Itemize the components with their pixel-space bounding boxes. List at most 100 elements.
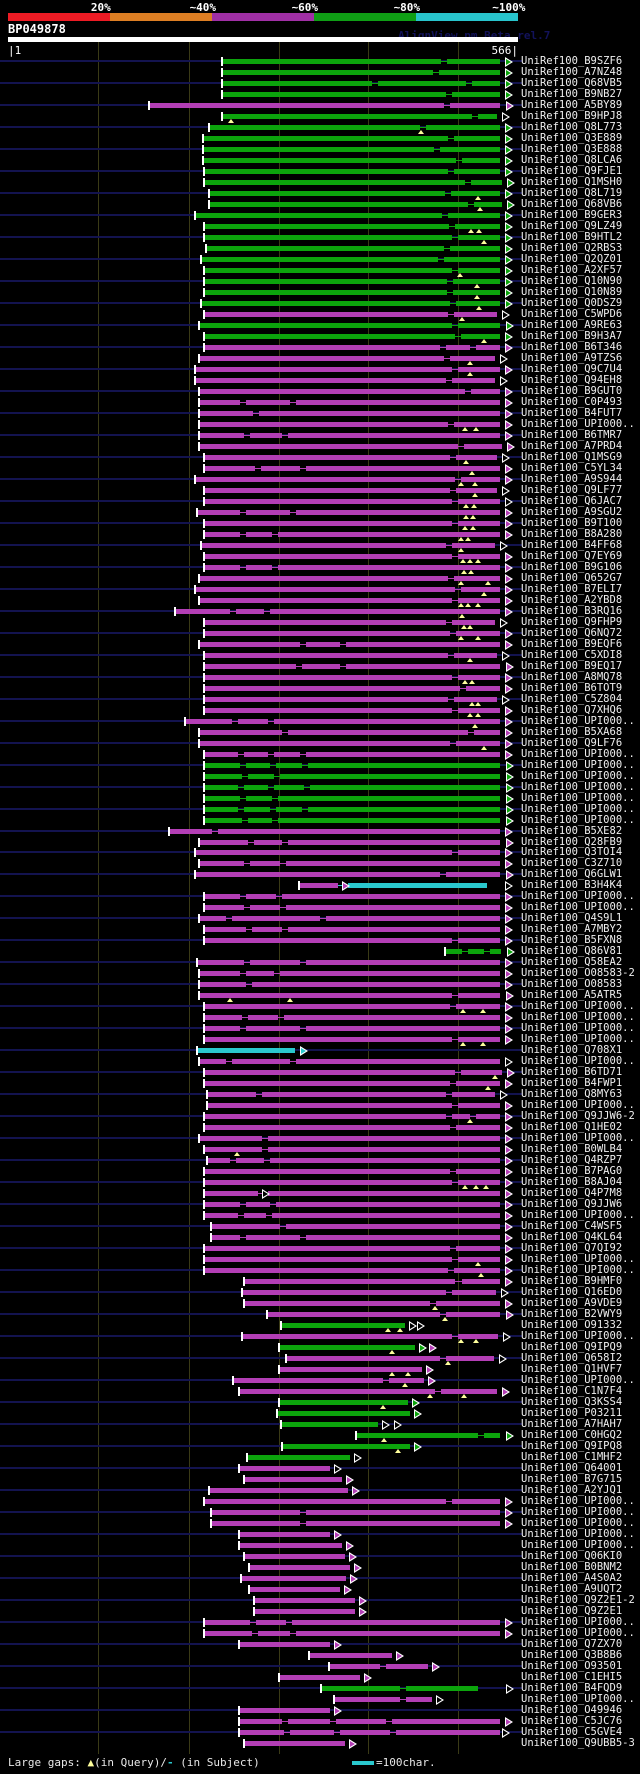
alignment-bar-segment[interactable] xyxy=(246,971,274,976)
alignment-bar-segment[interactable] xyxy=(200,861,244,866)
alignment-bar-segment[interactable] xyxy=(458,598,500,603)
alignment-bar-segment[interactable] xyxy=(250,433,282,438)
hit-label[interactable]: UniRef100_C0P493 xyxy=(521,396,623,408)
alignment-bar-segment[interactable] xyxy=(292,1620,500,1625)
alignment-bar-segment[interactable] xyxy=(476,345,500,350)
alignment-bar-segment[interactable] xyxy=(452,1499,500,1504)
hit-label[interactable]: UniRef100_B5XE82 xyxy=(521,825,623,837)
alignment-bar-segment[interactable] xyxy=(200,598,452,603)
alignment-bar-segment[interactable] xyxy=(205,466,255,471)
hit-label[interactable]: UniRef100_Q86V81 xyxy=(521,945,623,957)
hit-label[interactable]: UniRef100_UPI000.. xyxy=(521,1264,635,1276)
alignment-bar-segment[interactable] xyxy=(278,796,500,801)
alignment-bar-segment[interactable] xyxy=(240,1543,342,1548)
alignment-bar-segment[interactable] xyxy=(252,982,500,987)
alignment-bar-segment[interactable] xyxy=(205,345,440,350)
alignment-bar-segment[interactable] xyxy=(207,246,444,251)
alignment-bar-segment[interactable] xyxy=(296,400,500,405)
alignment-bar-segment[interactable] xyxy=(335,1697,400,1702)
hit-label[interactable]: UniRef100_UPI000.. xyxy=(521,770,635,782)
hit-label[interactable]: UniRef100_B9HTL2 xyxy=(521,231,623,243)
alignment-bar-segment[interactable] xyxy=(454,697,497,702)
hit-label[interactable]: UniRef100_A9UQT2 xyxy=(521,1583,623,1595)
hit-label[interactable]: UniRef100_Q64001 xyxy=(521,1462,623,1474)
alignment-bar-segment[interactable] xyxy=(453,290,500,295)
alignment-bar-segment[interactable] xyxy=(278,565,500,570)
alignment-bar-segment[interactable] xyxy=(261,466,300,471)
alignment-bar-segment[interactable] xyxy=(296,1059,500,1064)
hit-label[interactable]: UniRef100_A9SGU2 xyxy=(521,506,623,518)
alignment-bar-segment[interactable] xyxy=(456,1169,500,1174)
hit-label[interactable]: UniRef100_Q9IPQ9 xyxy=(521,1341,623,1353)
alignment-bar-segment[interactable] xyxy=(456,488,497,493)
alignment-bar-segment[interactable] xyxy=(286,1224,500,1229)
alignment-bar-segment[interactable] xyxy=(453,279,500,284)
alignment-bar-segment[interactable] xyxy=(238,719,268,724)
alignment-bar-segment[interactable] xyxy=(205,785,238,790)
alignment-bar-segment[interactable] xyxy=(205,752,238,757)
alignment-bar-segment[interactable] xyxy=(205,1114,446,1119)
hit-label[interactable]: UniRef100_A2YJQ1 xyxy=(521,1484,623,1496)
alignment-bar-segment[interactable] xyxy=(282,1422,378,1427)
alignment-bar-segment[interactable] xyxy=(268,1147,500,1152)
alignment-bar-segment[interactable] xyxy=(205,565,240,570)
alignment-bar-segment[interactable] xyxy=(245,1301,430,1306)
hit-label[interactable]: UniRef100_Q06KI0 xyxy=(521,1550,623,1562)
alignment-bar-segment[interactable] xyxy=(205,169,448,174)
alignment-bar-segment[interactable] xyxy=(288,927,500,932)
alignment-bar-segment[interactable] xyxy=(254,840,282,845)
hit-label[interactable]: UniRef100_UPI000.. xyxy=(521,1330,635,1342)
hit-label[interactable]: UniRef100_A9S944 xyxy=(521,473,623,485)
alignment-bar-segment[interactable] xyxy=(456,631,500,636)
alignment-bar-segment[interactable] xyxy=(446,872,500,877)
alignment-bar-segment[interactable] xyxy=(286,905,500,910)
alignment-bar-segment[interactable] xyxy=(205,1202,240,1207)
alignment-bar-segment[interactable] xyxy=(280,1367,422,1372)
alignment-bar-segment[interactable] xyxy=(406,1686,478,1691)
alignment-bar-segment[interactable] xyxy=(436,1301,500,1306)
alignment-bar-segment[interactable] xyxy=(205,1169,450,1174)
alignment-bar-segment[interactable] xyxy=(451,191,500,196)
alignment-bar-segment[interactable] xyxy=(200,730,282,735)
hit-label[interactable]: UniRef100_B4FWP1 xyxy=(521,1077,623,1089)
hit-label[interactable]: UniRef100_C5GVE4 xyxy=(521,1726,623,1738)
alignment-bar-segment[interactable] xyxy=(274,785,304,790)
hit-label[interactable]: UniRef100_B6TOT9 xyxy=(521,682,623,694)
hit-label[interactable]: UniRef100_A2XF57 xyxy=(521,264,623,276)
alignment-bar-segment[interactable] xyxy=(205,334,455,339)
alignment-bar-segment[interactable] xyxy=(458,708,500,713)
alignment-bar-segment[interactable] xyxy=(210,191,445,196)
hit-label[interactable]: UniRef100_Q9Z2E1 xyxy=(521,1605,623,1617)
alignment-bar-segment[interactable] xyxy=(205,894,240,899)
alignment-bar-segment[interactable] xyxy=(444,257,500,262)
alignment-bar-segment[interactable] xyxy=(246,763,270,768)
alignment-bar-segment[interactable] xyxy=(282,894,500,899)
alignment-bar-segment[interactable] xyxy=(456,1004,500,1009)
hit-label[interactable]: UniRef100_B4FQD9 xyxy=(521,1682,623,1694)
alignment-bar-segment[interactable] xyxy=(392,1719,500,1724)
hit-label[interactable]: UniRef100_B6TMR7 xyxy=(521,429,623,441)
alignment-bar-segment[interactable] xyxy=(205,620,446,625)
alignment-bar-segment[interactable] xyxy=(250,960,300,965)
alignment-bar-segment[interactable] xyxy=(204,158,456,163)
alignment-bar-segment[interactable] xyxy=(196,850,452,855)
hit-label[interactable]: UniRef100_Q10N90 xyxy=(521,275,623,287)
hit-label[interactable]: UniRef100_A9RE63 xyxy=(521,319,623,331)
hit-label[interactable]: UniRef100_B9NB27 xyxy=(521,88,623,100)
alignment-bar-segment[interactable] xyxy=(458,675,500,680)
hit-label[interactable]: UniRef100_Q0DSZ9 xyxy=(521,297,623,309)
hit-label[interactable]: UniRef100_B9EQ17 xyxy=(521,660,623,672)
hit-label[interactable]: UniRef100_B6T346 xyxy=(521,341,623,353)
hit-label[interactable]: UniRef100_UPI000.. xyxy=(521,803,635,815)
alignment-bar-segment[interactable] xyxy=(462,1279,500,1284)
hit-label[interactable]: UniRef100_B0BNM2 xyxy=(521,1561,623,1573)
alignment-bar-segment[interactable] xyxy=(452,1114,470,1119)
alignment-bar-segment[interactable] xyxy=(346,664,500,669)
alignment-bar-segment[interactable] xyxy=(456,1081,500,1086)
hit-label[interactable]: UniRef100_Q4RZP7 xyxy=(521,1154,623,1166)
alignment-bar-segment[interactable] xyxy=(246,565,272,570)
alignment-bar-segment[interactable] xyxy=(250,905,280,910)
alignment-bar-segment[interactable] xyxy=(208,1092,256,1097)
alignment-bar-segment[interactable] xyxy=(223,59,441,64)
alignment-bar-segment[interactable] xyxy=(196,367,452,372)
